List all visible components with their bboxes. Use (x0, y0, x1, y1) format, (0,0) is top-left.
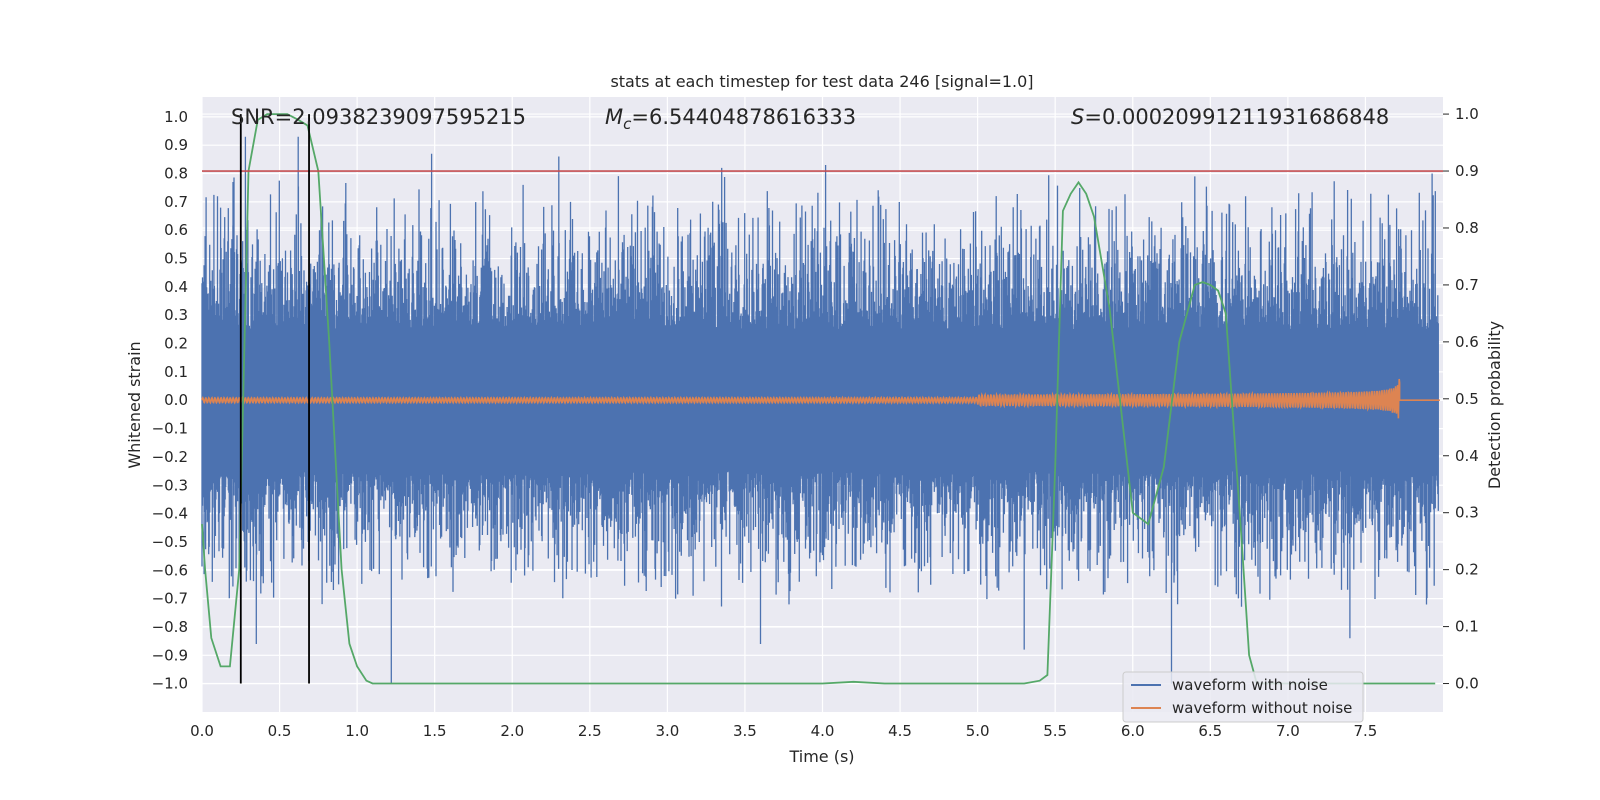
y2-tick-label: 0.1 (1455, 618, 1479, 636)
chart-title: stats at each timestep for test data 246… (610, 72, 1033, 91)
y2-tick-label: 0.4 (1455, 447, 1479, 465)
y-tick-label: −0.6 (152, 561, 188, 579)
y-tick-label: 0.7 (164, 193, 188, 211)
y2-tick-label: 0.2 (1455, 561, 1479, 579)
x-ticks: 0.0 0.5 1.0 1.5 2.0 2.5 3.0 3.5 4.0 4.5 5.0 5.5 6.0 6… (190, 722, 1377, 740)
y-tick-label: 0.3 (164, 306, 188, 324)
y-tick-label: −0.3 (152, 476, 188, 494)
x-tick-label: 1.0 (345, 722, 369, 740)
y-axis-label: Whitened strain (125, 341, 144, 468)
x-tick-label: 0.5 (268, 722, 292, 740)
y2-tick-label: 0.5 (1455, 390, 1479, 408)
y2-tick-label: 0.9 (1455, 162, 1479, 180)
clean-waveform (201, 378, 1440, 419)
y2-tick-label: 0.0 (1455, 675, 1479, 693)
s-symbol: S (1071, 105, 1084, 129)
x-axis-label: Time (s) (788, 747, 854, 766)
y-tick-label: 0.2 (164, 335, 188, 353)
y2-tick-label: 0.7 (1455, 276, 1479, 294)
series-clean (201, 378, 1440, 419)
y-tick-label: −0.2 (152, 448, 188, 466)
x-tick-label: 5.5 (1043, 722, 1067, 740)
x-tick-label: 4.0 (811, 722, 835, 740)
x-tick-label: 4.5 (888, 722, 912, 740)
x-tick-label: 2.5 (578, 722, 602, 740)
y-tick-label: 0.8 (164, 165, 188, 183)
y-ticks: 1.0 0.9 0.8 0.7 0.6 0.5 0.4 0.3 0.2 0.1 0.0 −0.1 −0.… (152, 108, 188, 693)
y2-tick-label: 1.0 (1455, 105, 1479, 123)
snr-annotation: SNR=2.0938239097595215 (231, 105, 526, 129)
s-value: =0.00020991211931686848 (1084, 105, 1389, 129)
legend-label-noise: waveform with noise (1172, 676, 1328, 694)
x-tick-label: 6.0 (1121, 722, 1145, 740)
chirp-mass-annotation: Mc=6.54404878616333 (605, 105, 856, 133)
x-tick-label: 7.0 (1276, 722, 1300, 740)
y2-axis-label: Detection probability (1485, 321, 1504, 489)
y2-ticks: 1.0 0.9 0.8 0.7 0.6 0.5 0.4 0.3 0.2 0.1 0.0 (1443, 105, 1479, 693)
y-tick-label: −0.4 (152, 505, 188, 523)
probability-line (201, 113, 1436, 685)
x-tick-label: 2.0 (500, 722, 524, 740)
y-tick-label: 0.0 (164, 391, 188, 409)
x-tick-label: 7.5 (1354, 722, 1378, 740)
x-tick-label: 3.0 (655, 722, 679, 740)
y-tick-label: 0.9 (164, 136, 188, 154)
y-tick-label: 0.4 (164, 278, 188, 296)
mc-value: =6.54404878616333 (631, 105, 856, 129)
legend: waveform with noise waveform without noi… (1122, 671, 1364, 723)
y-tick-label: −0.9 (152, 646, 188, 664)
x-tick-label: 5.0 (966, 722, 990, 740)
mc-symbol: M (605, 105, 623, 129)
legend-label-clean: waveform without noise (1172, 699, 1352, 717)
y-tick-label: 0.6 (164, 221, 188, 239)
y-tick-label: −0.1 (152, 420, 188, 438)
x-tick-label: 1.5 (423, 722, 447, 740)
y-tick-label: 0.5 (164, 250, 188, 268)
x-tick-label: 3.5 (733, 722, 757, 740)
x-tick-label: 0.0 (190, 722, 214, 740)
legend-box (1122, 671, 1364, 723)
vertical-markers (239, 114, 310, 684)
y-tick-label: 0.1 (164, 363, 188, 381)
s-annotation: S=0.00020991211931686848 (1071, 105, 1389, 129)
y-tick-label: 1.0 (164, 108, 188, 126)
series-probability (201, 113, 1436, 685)
y-tick-label: −1.0 (152, 675, 188, 693)
y2-tick-label: 0.8 (1455, 219, 1479, 237)
mc-subscript: c (623, 115, 632, 133)
x-tick-label: 6.5 (1198, 722, 1222, 740)
y-tick-label: −0.8 (152, 618, 188, 636)
y2-tick-label: 0.6 (1455, 333, 1479, 351)
y2-tick-label: 0.3 (1455, 504, 1479, 522)
y-tick-label: −0.5 (152, 533, 188, 551)
y-tick-label: −0.7 (152, 590, 188, 608)
